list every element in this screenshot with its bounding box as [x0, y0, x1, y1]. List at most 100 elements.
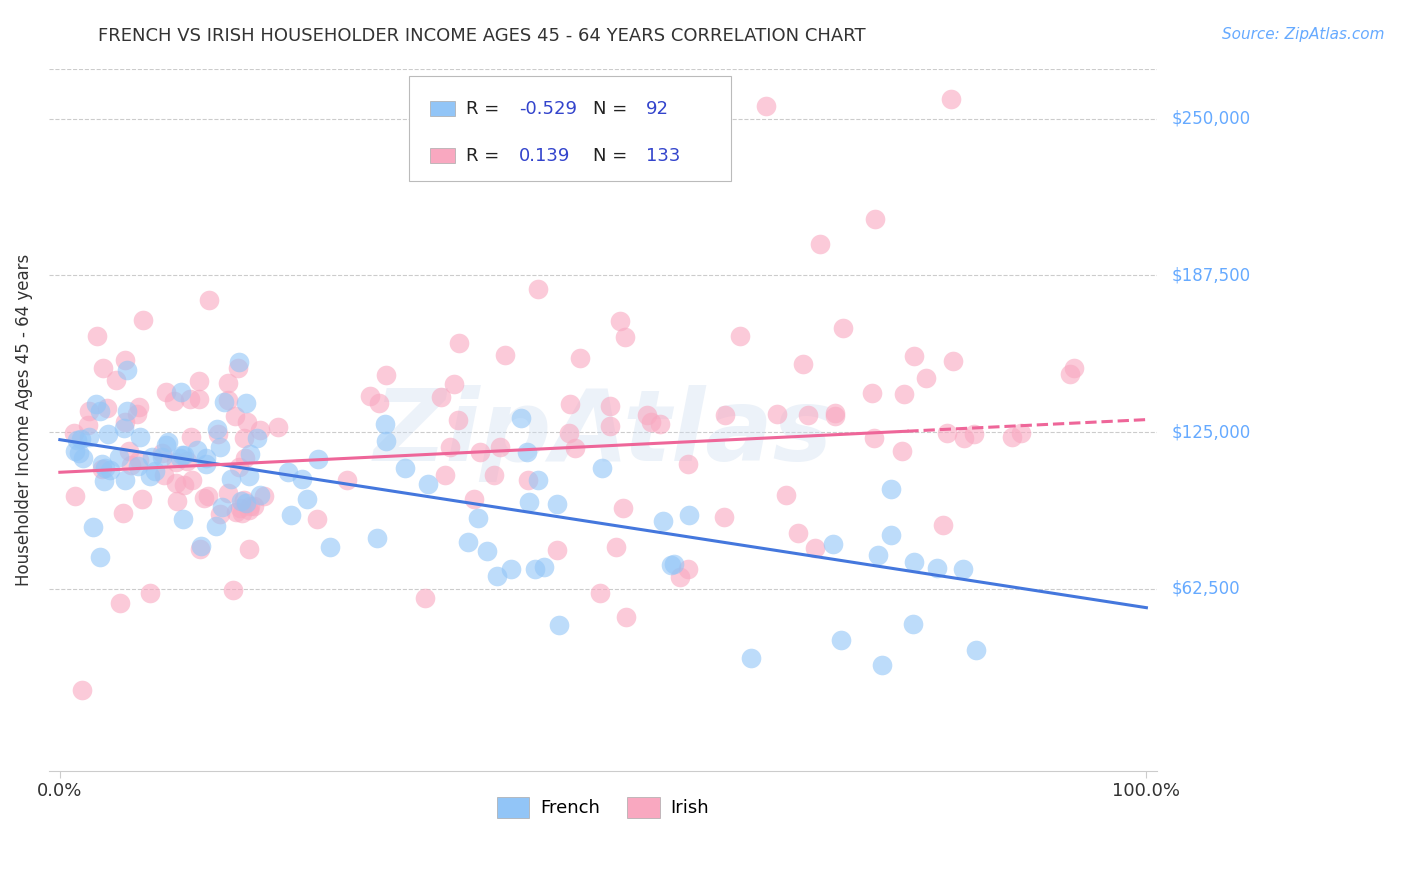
Point	[676, 457, 699, 471]
Point	[832, 321, 855, 335]
Point	[804, 541, 827, 555]
Point	[108, 596, 131, 610]
Point	[195, 451, 218, 466]
Point	[228, 355, 250, 369]
Point	[589, 586, 612, 600]
Point	[280, 508, 302, 522]
Point	[111, 506, 134, 520]
Point	[235, 496, 257, 510]
Point	[359, 389, 381, 403]
Point	[523, 562, 546, 576]
Point	[217, 376, 239, 390]
Point	[66, 433, 89, 447]
Point	[740, 650, 762, 665]
Point	[169, 451, 191, 466]
Point	[927, 560, 949, 574]
Point	[197, 293, 219, 308]
Point	[375, 368, 398, 383]
Text: R =: R =	[465, 146, 505, 165]
Point	[439, 440, 461, 454]
Point	[413, 591, 436, 605]
Point	[107, 450, 129, 464]
Point	[93, 461, 115, 475]
Point	[231, 506, 253, 520]
Point	[70, 432, 93, 446]
Point	[517, 495, 540, 509]
Point	[77, 418, 100, 433]
Point	[170, 448, 193, 462]
Point	[307, 452, 329, 467]
Point	[447, 413, 470, 427]
Point	[86, 397, 108, 411]
Point	[366, 532, 388, 546]
Point	[188, 374, 211, 388]
Point	[903, 555, 925, 569]
Point	[232, 493, 254, 508]
Point	[447, 335, 470, 350]
Point	[787, 525, 810, 540]
Point	[131, 492, 153, 507]
FancyBboxPatch shape	[409, 76, 731, 181]
Point	[941, 354, 963, 368]
Point	[114, 415, 136, 429]
Point	[443, 377, 465, 392]
Point	[1059, 367, 1081, 381]
Point	[205, 422, 228, 436]
Point	[868, 548, 890, 562]
Text: $250,000: $250,000	[1171, 110, 1250, 128]
Point	[207, 426, 229, 441]
Point	[516, 445, 538, 459]
Point	[755, 99, 778, 113]
Point	[558, 397, 581, 411]
Point	[823, 537, 845, 551]
Point	[118, 443, 141, 458]
Point	[546, 542, 568, 557]
Point	[217, 485, 239, 500]
Point	[557, 426, 579, 441]
Point	[242, 499, 264, 513]
Point	[186, 442, 208, 457]
Point	[176, 454, 198, 468]
Point	[72, 450, 94, 465]
Point	[939, 92, 962, 106]
Point	[810, 237, 832, 252]
Point	[156, 435, 179, 450]
Text: FRENCH VS IRISH HOUSEHOLDER INCOME AGES 45 - 64 YEARS CORRELATION CHART: FRENCH VS IRISH HOUSEHOLDER INCOME AGES …	[98, 27, 866, 45]
Point	[173, 478, 195, 492]
Point	[891, 444, 914, 458]
Point	[91, 462, 114, 476]
Point	[636, 409, 658, 423]
Point	[114, 421, 136, 435]
Point	[676, 562, 699, 576]
Point	[965, 643, 987, 657]
Point	[714, 408, 737, 422]
Point	[82, 519, 104, 533]
Point	[70, 683, 93, 698]
Point	[468, 445, 491, 459]
Point	[668, 569, 690, 583]
Legend: French, Irish: French, Irish	[489, 789, 717, 825]
Point	[509, 410, 531, 425]
Point	[132, 313, 155, 327]
Point	[295, 492, 318, 507]
Text: $62,500: $62,500	[1171, 580, 1240, 598]
Point	[77, 430, 100, 444]
Point	[830, 633, 852, 648]
Point	[222, 582, 245, 597]
Point	[180, 430, 202, 444]
Point	[546, 497, 568, 511]
Point	[152, 467, 174, 482]
Point	[863, 431, 886, 445]
Point	[463, 491, 485, 506]
Text: Source: ZipAtlas.com: Source: ZipAtlas.com	[1222, 27, 1385, 42]
Point	[614, 329, 637, 343]
Point	[318, 541, 340, 555]
Point	[190, 542, 212, 557]
Point	[824, 409, 846, 424]
Point	[903, 350, 925, 364]
Text: 0.139: 0.139	[519, 146, 571, 165]
Text: 133: 133	[647, 146, 681, 165]
Point	[499, 562, 522, 576]
Point	[115, 404, 138, 418]
Point	[932, 517, 955, 532]
